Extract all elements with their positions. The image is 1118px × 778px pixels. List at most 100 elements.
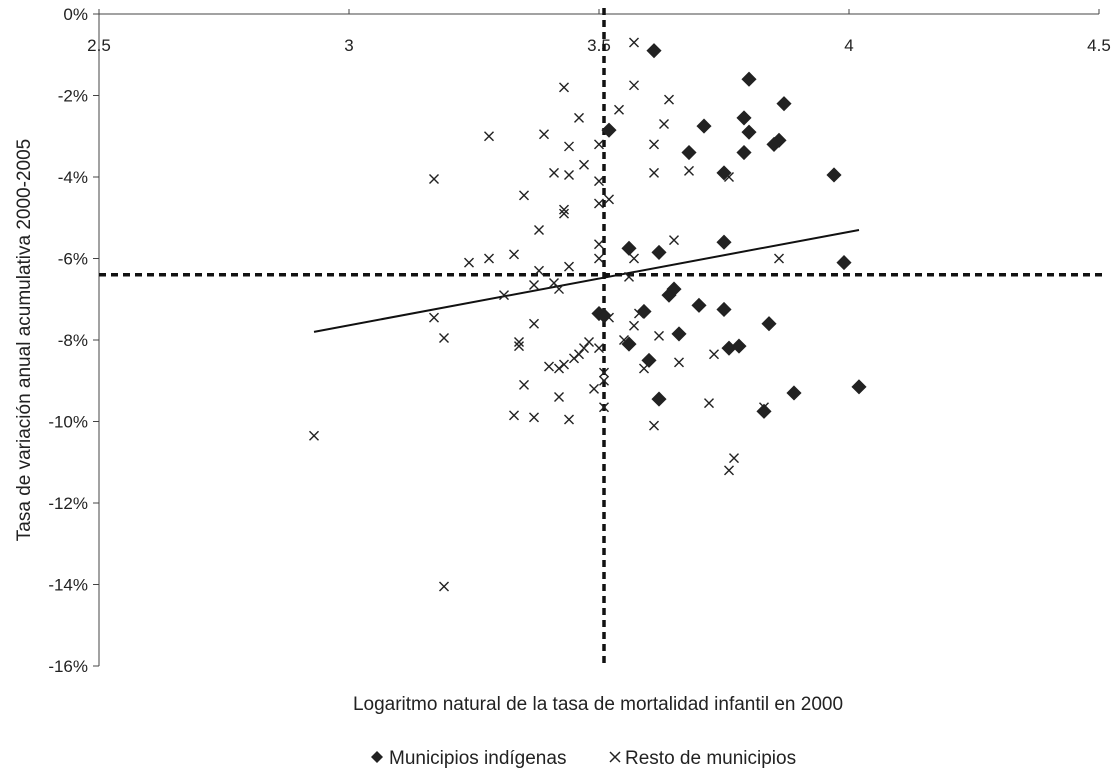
rest-municipality-point [704, 398, 714, 409]
cross-stroke [709, 349, 719, 360]
rest-municipality-point [534, 265, 544, 276]
rest-municipality-point [534, 224, 544, 235]
indigenous-municipality-point [636, 303, 652, 320]
rest-municipality-point [729, 453, 739, 464]
x-tick-label: 3.5 [587, 36, 611, 55]
cross-stroke [569, 353, 579, 364]
y-tick-label: -6% [58, 250, 88, 269]
rest-municipality-point [614, 104, 624, 115]
indigenous-municipality-point [851, 379, 867, 395]
rest-municipality-point [774, 253, 784, 264]
cross-stroke [509, 410, 519, 421]
indigenous-municipality-point [756, 403, 772, 419]
y-axis-title: Tasa de variación anual acumulativa 2000… [14, 139, 35, 541]
indigenous-municipality-point [836, 255, 852, 271]
cross-stroke [564, 414, 574, 425]
trendline [313, 228, 860, 333]
rest-municipality-point [579, 343, 589, 354]
rest-municipality-point [624, 271, 634, 282]
rest-municipality-point [649, 420, 659, 431]
cross-stroke [684, 165, 694, 176]
rest-municipality-point [709, 349, 719, 360]
indigenous-municipality-point [621, 240, 637, 256]
rest-municipality-point [509, 410, 519, 421]
rest-municipality-point [669, 235, 679, 246]
cross-stroke [564, 169, 574, 180]
rest-municipality-point [519, 190, 529, 201]
y-tick-label: -14% [48, 576, 88, 595]
cross-stroke [704, 398, 714, 409]
indigenous-municipality-point [741, 124, 757, 140]
rest-municipality-point [724, 465, 734, 476]
y-tick-label: -4% [58, 168, 88, 187]
rest-municipality-point [529, 279, 539, 290]
rest-municipality-point [649, 139, 659, 150]
rest-municipality-point [594, 239, 604, 250]
cross-stroke [519, 190, 529, 201]
cross-stroke [514, 341, 524, 352]
y-tick-label: -2% [58, 87, 88, 106]
y-tick-label: -16% [48, 657, 88, 676]
indigenous-municipality-point [741, 71, 757, 87]
indigenous-municipality-point [736, 110, 752, 126]
indigenous-municipality-point [641, 352, 657, 368]
cross-stroke [544, 361, 554, 372]
indigenous-municipality-point [671, 326, 687, 342]
cross-stroke [499, 290, 509, 301]
rest-municipality-point [484, 131, 494, 142]
reference-lines [99, 8, 1107, 668]
rest-municipality-point [559, 82, 569, 93]
rest-municipality-point [464, 257, 474, 268]
indigenous-municipality-point [826, 167, 842, 183]
rest-municipality-point [604, 194, 614, 205]
indigenous-municipality-point [601, 122, 617, 138]
rest-municipality-point [594, 343, 604, 354]
cross-stroke [594, 198, 604, 209]
indigenous-municipality-point [691, 297, 707, 313]
y-tick-label: -12% [48, 494, 88, 513]
rest-municipality-point [529, 412, 539, 423]
rest-municipality-point [519, 379, 529, 390]
cross-stroke [599, 367, 609, 378]
rest-municipality-point [579, 159, 589, 170]
cross-stroke [614, 104, 624, 115]
cross-stroke [594, 139, 604, 150]
cross-stroke [654, 330, 664, 341]
cross-stroke [514, 337, 524, 348]
indigenous-municipality-point [646, 43, 662, 59]
rest-municipality-point [564, 169, 574, 180]
cross-stroke [554, 284, 564, 295]
rest-municipality-point [439, 581, 449, 592]
rest-municipality-point [559, 204, 569, 215]
rest-municipality-point [544, 361, 554, 372]
cross-stroke [534, 265, 544, 276]
indigenous-municipality-point [766, 136, 782, 152]
rest-municipality-point [674, 357, 684, 368]
rest-municipality-point [499, 290, 509, 301]
cross-stroke [579, 343, 589, 354]
cross-stroke [559, 208, 569, 219]
rest-municipality-point [594, 176, 604, 187]
rest-municipality-point [549, 167, 559, 178]
axes-layer: 0% -2% -4% -6% -8% -10% -12% -14% -16% 2.5 3 3.5 4 4.… [48, 5, 1111, 676]
cross-stroke [439, 332, 449, 343]
cross-stroke [564, 261, 574, 272]
rest-municipality-point [629, 253, 639, 264]
y-tick-label: -10% [48, 413, 88, 432]
legend-diamond-marker [371, 751, 383, 763]
cross-stroke [594, 239, 604, 250]
cross-stroke [529, 318, 539, 329]
indigenous-municipality-point [651, 391, 667, 407]
indigenous-municipality-point [716, 301, 732, 317]
legend: Municipios indígenas Resto de municipios [371, 748, 796, 769]
indigenous-municipality-point [716, 234, 732, 250]
cross-stroke [484, 131, 494, 142]
cross-stroke [439, 581, 449, 592]
cross-stroke [539, 129, 549, 140]
cross-stroke [484, 253, 494, 264]
cross-stroke [429, 174, 439, 185]
cross-stroke [519, 379, 529, 390]
y-tick-label: -8% [58, 331, 88, 350]
rest-municipality-point [629, 80, 639, 91]
